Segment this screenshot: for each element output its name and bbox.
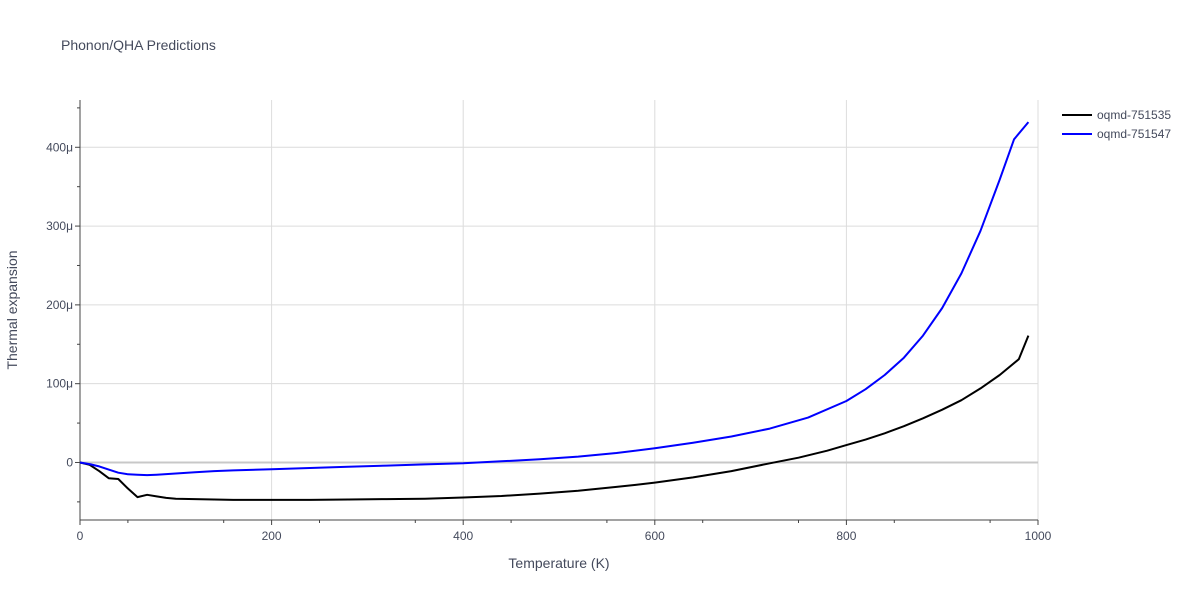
x-tick-label: 0 bbox=[77, 529, 84, 543]
axes bbox=[79, 100, 1038, 521]
y-tick-label: 300μ bbox=[46, 219, 73, 233]
legend-label: oqmd-751535 bbox=[1097, 108, 1171, 122]
y-tick-label: 100μ bbox=[46, 377, 73, 391]
x-tick-label: 800 bbox=[836, 529, 856, 543]
y-axis-label: Thermal expansion bbox=[4, 250, 20, 369]
y-tick-label: 400μ bbox=[46, 140, 73, 154]
y-tick-label: 0 bbox=[66, 455, 73, 469]
x-tick-label: 400 bbox=[453, 529, 473, 543]
legend[interactable]: oqmd-751535 oqmd-751547 bbox=[1062, 108, 1171, 141]
legend-label: oqmd-751547 bbox=[1097, 127, 1171, 141]
series-line-oqmd-751535 bbox=[79, 335, 1030, 501]
x-axis-ticks: 0 200 400 600 800 1000 bbox=[77, 520, 1052, 543]
plot-area bbox=[79, 121, 1030, 501]
legend-item-oqmd-751535[interactable]: oqmd-751535 bbox=[1062, 108, 1171, 122]
x-tick-label: 600 bbox=[645, 529, 665, 543]
chart-title: Phonon/QHA Predictions bbox=[61, 37, 216, 53]
y-tick-label: 200μ bbox=[46, 298, 73, 312]
y-axis-ticks: 0 100μ 200μ 300μ 400μ bbox=[46, 107, 80, 503]
x-axis-label: Temperature (K) bbox=[508, 555, 609, 571]
grid-lines bbox=[80, 100, 1039, 520]
x-tick-label: 200 bbox=[262, 529, 282, 543]
x-tick-label: 1000 bbox=[1025, 529, 1052, 543]
legend-item-oqmd-751547[interactable]: oqmd-751547 bbox=[1062, 127, 1171, 141]
series-line-oqmd-751547 bbox=[79, 121, 1030, 477]
